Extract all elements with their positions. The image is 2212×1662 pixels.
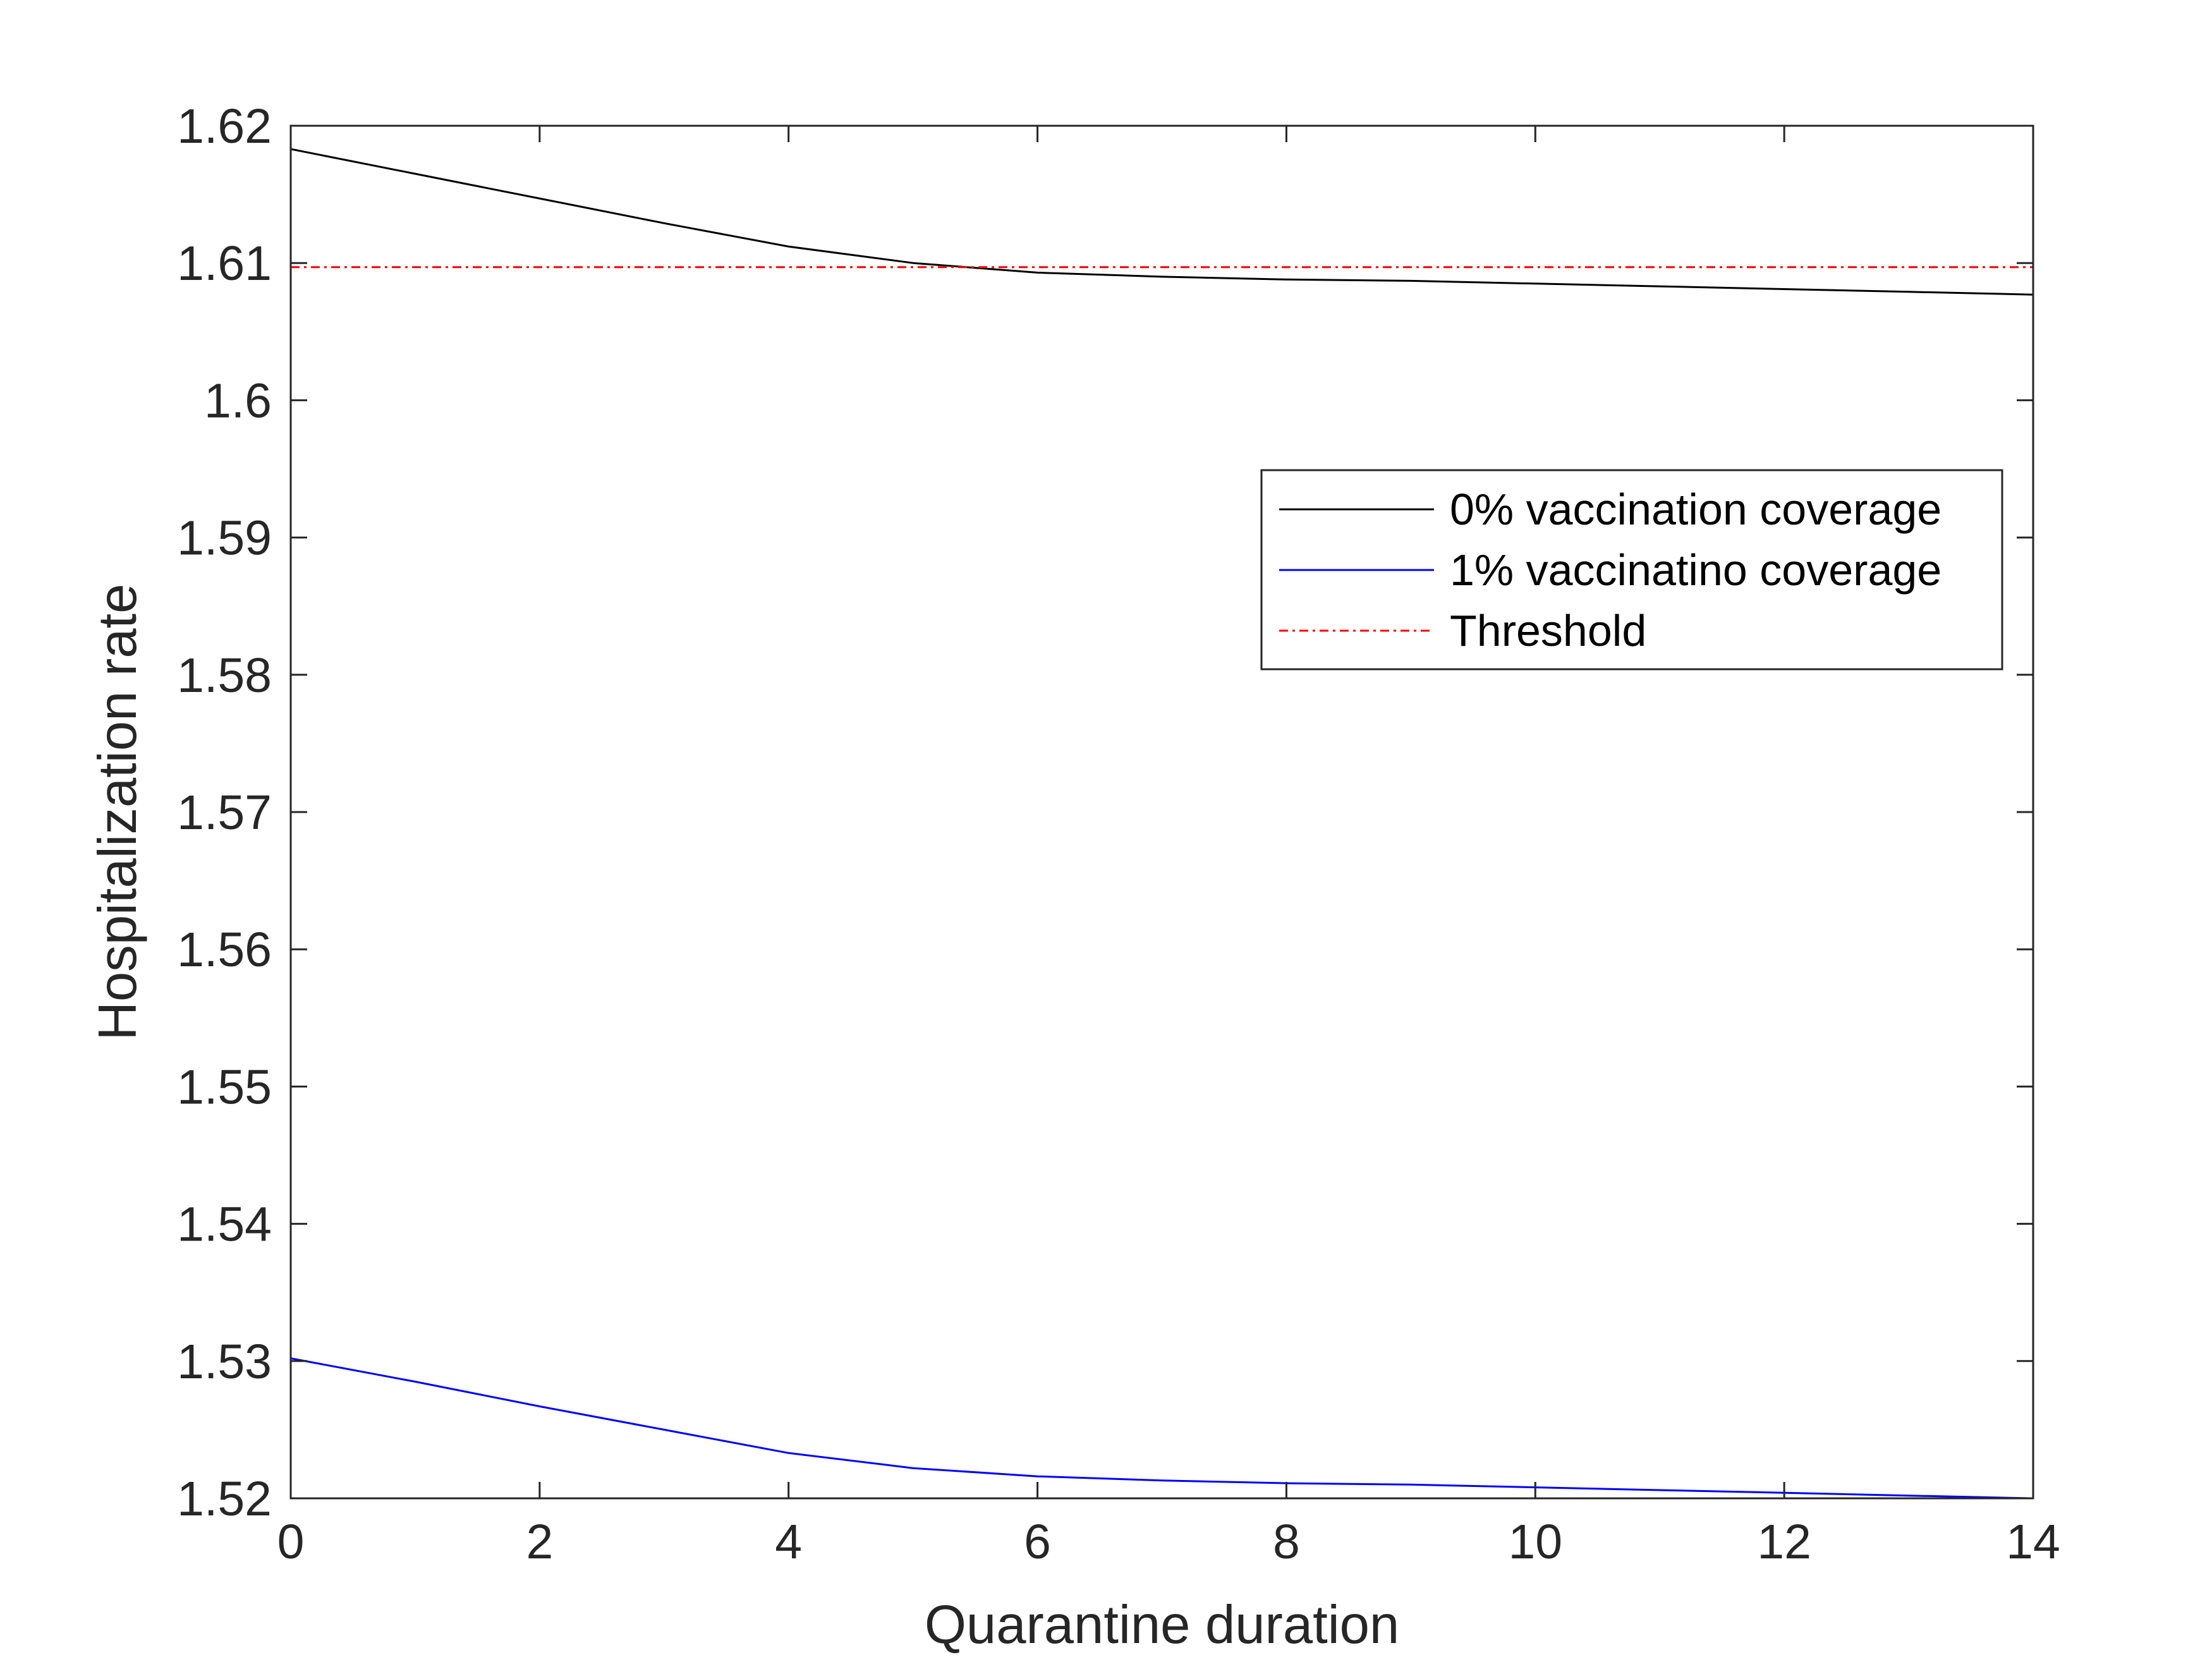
y-tick-label: 1.54: [177, 1198, 272, 1252]
y-tick-label: 1.57: [177, 786, 272, 840]
y-tick-label: 1.59: [177, 511, 272, 566]
x-tick-label: 2: [526, 1515, 553, 1569]
x-axis-title: Quarantine duration: [925, 1595, 1399, 1655]
x-tick-label: 12: [1757, 1515, 1811, 1569]
x-tick-label: 6: [1024, 1515, 1051, 1569]
x-tick-label: 4: [775, 1515, 802, 1569]
y-tick-label: 1.55: [177, 1060, 272, 1114]
y-tick-label: 1.58: [177, 648, 272, 703]
y-tick-label: 1.56: [177, 923, 272, 977]
legend: 0% vaccination coverage 1% vaccinatino co…: [1260, 469, 2003, 670]
y-tick-label: 1.52: [177, 1472, 272, 1526]
legend-label-2: 1% vaccinatino coverage: [1450, 545, 1942, 595]
tick-labels-layer: 0 2 4 6 8 10 12 14 1.52 1.53 1.54 1.55 1.56 1.57 1.58 1…: [177, 99, 2060, 1569]
y-axis-title: Hospitalization rate: [88, 584, 148, 1041]
x-tick-label: 0: [277, 1515, 305, 1569]
series-line-1: [290, 148, 2034, 296]
y-tick-label: 1.6: [204, 373, 272, 428]
x-tick-label: 14: [2006, 1515, 2060, 1569]
series-line-2: [290, 1357, 2034, 1500]
series-layer: [290, 148, 2034, 1500]
legend-label-3: Threshold: [1450, 606, 1646, 655]
y-tick-label: 1.62: [177, 99, 272, 154]
y-tick-label: 1.61: [177, 236, 272, 291]
legend-label-1: 0% vaccination coverage: [1450, 485, 1942, 534]
y-tick-label: 1.53: [177, 1335, 272, 1389]
x-tick-label: 10: [1508, 1515, 1562, 1569]
ticks-layer: [289, 124, 2034, 1500]
x-tick-label: 8: [1273, 1515, 1300, 1569]
